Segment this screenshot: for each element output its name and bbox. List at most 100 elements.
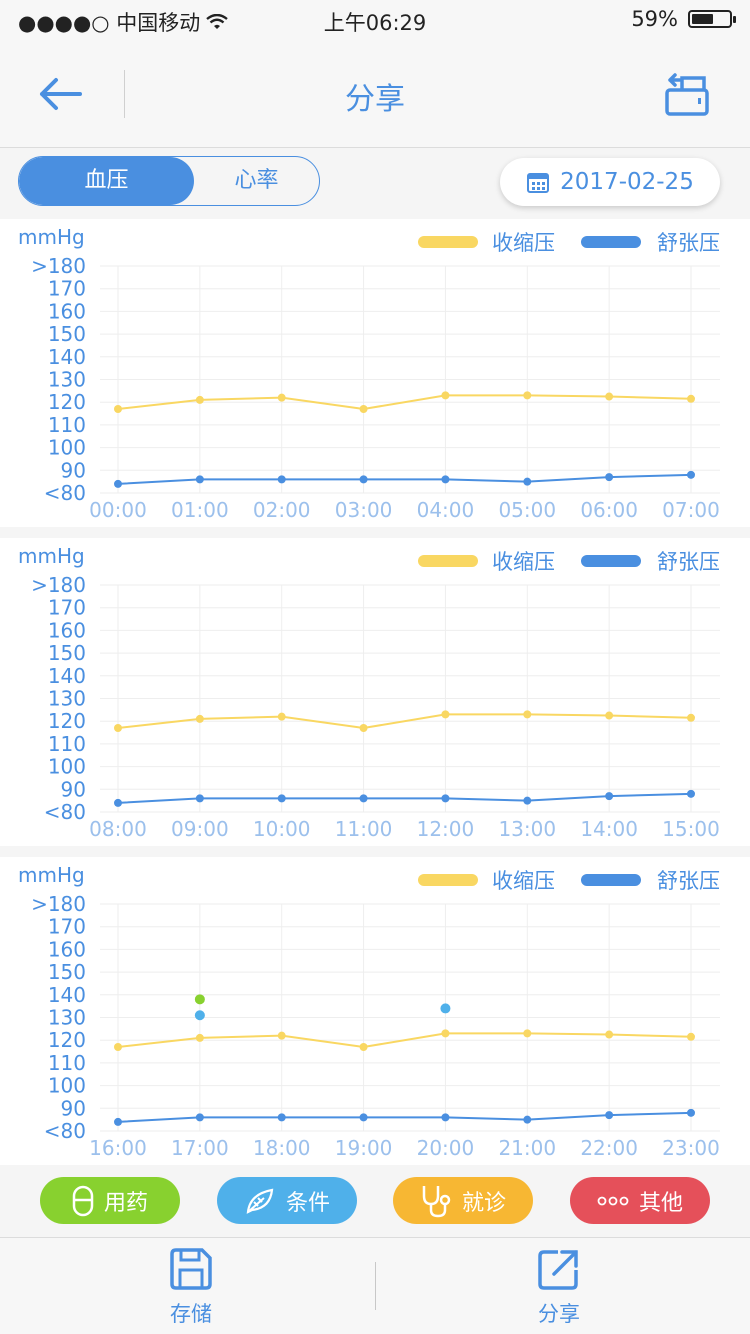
y-tick-label: 150 xyxy=(48,960,86,984)
legend-swatch-diastolic xyxy=(581,874,641,886)
systolic-data-point xyxy=(687,394,695,403)
x-tick-label: 09:00 xyxy=(171,817,229,841)
diastolic-data-point xyxy=(523,477,532,486)
systolic-data-point xyxy=(195,395,204,404)
y-tick-label: 140 xyxy=(48,664,86,688)
y-tick-label: <80 xyxy=(44,481,86,505)
wifi-icon xyxy=(206,14,229,29)
diastolic-data-point xyxy=(605,792,614,801)
diastolic-data-point xyxy=(195,1113,204,1122)
arrow-left-icon[interactable] xyxy=(36,74,84,114)
segment-heart-rate[interactable]: 心率 xyxy=(234,168,279,193)
legend-swatch-systolic xyxy=(418,555,478,567)
systolic-data-point xyxy=(441,391,450,400)
x-tick-label: 15:00 xyxy=(662,817,720,841)
x-tick-label: 23:00 xyxy=(662,1136,720,1160)
systolic-data-point xyxy=(441,710,450,719)
battery-info: 59% xyxy=(631,7,736,31)
legend-swatch-systolic xyxy=(418,236,478,248)
other-button[interactable]: 其他 xyxy=(570,1177,710,1224)
x-tick-label: 22:00 xyxy=(580,1136,638,1160)
y-tick-label: 160 xyxy=(48,299,86,323)
chart-1-unit: mmHg xyxy=(18,225,85,249)
save-icon xyxy=(170,1248,212,1290)
y-tick-label: 120 xyxy=(48,390,86,414)
battery-percent: 59% xyxy=(631,7,678,31)
x-tick-label: 04:00 xyxy=(417,498,475,522)
condition-label: 条件 xyxy=(285,1190,330,1216)
event-marker xyxy=(194,1010,205,1021)
x-tick-label: 00:00 xyxy=(89,498,147,522)
y-tick-label: 90 xyxy=(61,458,86,482)
x-tick-label: 21:00 xyxy=(498,1136,556,1160)
battery-icon xyxy=(688,10,736,28)
y-tick-label: 100 xyxy=(48,436,86,460)
systolic-data-point xyxy=(523,391,532,400)
diastolic-data-point xyxy=(441,794,450,803)
diastolic-data-point xyxy=(523,1115,532,1124)
carrier-info: ●●●●○ 中国移动 xyxy=(18,7,229,37)
diastolic-data-point xyxy=(605,473,614,482)
medication-button[interactable]: 用药 xyxy=(40,1177,180,1224)
toolbar: 血压 心率 2017-02-25 xyxy=(0,148,750,218)
legend-swatch-systolic xyxy=(418,874,478,886)
tab-share[interactable]: 分享 xyxy=(499,1246,619,1328)
y-tick-label: 160 xyxy=(48,937,86,961)
chart-panel-1: mmHg 收缩压 舒张压 >180 170 160 150 140 130 120 110 10… xyxy=(0,219,750,527)
y-tick-label: 130 xyxy=(48,368,86,392)
x-tick-label: 07:00 xyxy=(662,498,720,522)
date-picker-button[interactable]: 2017-02-25 xyxy=(500,158,720,206)
diastolic-data-point xyxy=(687,1108,695,1117)
clock: 上午06:29 xyxy=(323,11,427,35)
visit-label: 就诊 xyxy=(461,1190,506,1216)
chart-panel-3: mmHg 收缩压 舒张压 >180 170 160 150 140 130 120 110 10… xyxy=(0,857,750,1165)
x-tick-label: 11:00 xyxy=(335,817,393,841)
measure-type-segmented-control: 血压 心率 xyxy=(18,156,320,206)
x-tick-label: 03:00 xyxy=(335,498,393,522)
y-tick-label: <80 xyxy=(44,1119,86,1143)
medication-label: 用药 xyxy=(103,1190,148,1216)
y-tick-label: 90 xyxy=(61,1096,86,1120)
legend-label-diastolic: 舒张压 xyxy=(657,231,720,255)
selected-date: 2017-02-25 xyxy=(560,169,694,195)
visit-button[interactable]: 就诊 xyxy=(393,1177,533,1224)
systolic-data-point xyxy=(359,1043,368,1052)
diastolic-data-point xyxy=(441,475,450,484)
systolic-series-line xyxy=(117,1032,692,1049)
nav-bar: 分享 xyxy=(0,40,750,148)
chart-3-unit: mmHg xyxy=(18,863,85,887)
diastolic-data-point xyxy=(195,475,204,484)
y-tick-label: 110 xyxy=(48,1051,86,1075)
x-tick-label: 06:00 xyxy=(580,498,638,522)
diastolic-data-point xyxy=(441,1113,450,1122)
chart-3-legend: 收缩压 舒张压 xyxy=(418,865,720,895)
systolic-series-line xyxy=(117,713,692,730)
x-tick-label: 10:00 xyxy=(253,817,311,841)
y-tick-label: 140 xyxy=(48,345,86,369)
more-dots-icon xyxy=(597,1196,629,1205)
diastolic-data-point xyxy=(605,1111,614,1120)
x-tick-label: 19:00 xyxy=(335,1136,393,1160)
legend-label-systolic: 收缩压 xyxy=(492,550,555,574)
y-tick-label: >180 xyxy=(31,254,86,278)
x-tick-label: 13:00 xyxy=(498,817,556,841)
legend-label-systolic: 收缩压 xyxy=(492,231,555,255)
y-tick-label: 140 xyxy=(48,983,86,1007)
segment-blood-pressure[interactable]: 血压 xyxy=(19,157,194,205)
y-tick-label: 100 xyxy=(48,755,86,779)
tab-divider xyxy=(375,1262,376,1310)
y-tick-label: 120 xyxy=(48,1028,86,1052)
condition-button[interactable]: 条件 xyxy=(217,1177,357,1224)
diastolic-series-line xyxy=(117,473,692,485)
systolic-data-point xyxy=(277,1031,286,1040)
systolic-data-point xyxy=(605,1030,614,1039)
tab-save[interactable]: 存储 xyxy=(131,1246,251,1328)
event-marker xyxy=(440,1003,451,1014)
pill-icon xyxy=(72,1185,94,1216)
status-bar: ●●●●○ 中国移动 上午06:29 59% xyxy=(0,0,750,40)
diastolic-data-point xyxy=(687,789,695,798)
systolic-series-line xyxy=(117,394,692,411)
share-export-icon[interactable] xyxy=(664,70,712,118)
systolic-data-point xyxy=(523,1029,532,1038)
